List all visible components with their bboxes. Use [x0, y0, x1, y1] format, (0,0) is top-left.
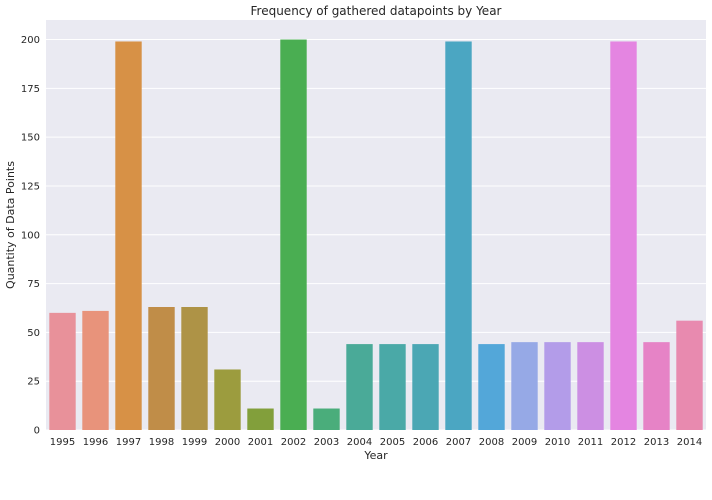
x-tick-label: 1996 [83, 437, 108, 448]
bar-1996 [82, 310, 109, 430]
bar-1995 [49, 312, 76, 430]
y-tick-label: 200 [21, 35, 40, 46]
x-tick-label: 1998 [149, 437, 174, 448]
x-tick-label: 2007 [446, 437, 471, 448]
x-tick-label: 2012 [611, 437, 636, 448]
y-tick-label: 150 [21, 133, 40, 144]
x-tick-label: 2008 [479, 437, 504, 448]
bar-2012 [610, 41, 637, 430]
x-tick-label: 2005 [380, 437, 405, 448]
x-tick-label: 2009 [512, 437, 537, 448]
x-tick-label: 2002 [281, 437, 306, 448]
bar-2002 [280, 39, 307, 431]
bar-2003 [313, 408, 340, 430]
bar-2001 [247, 408, 274, 430]
x-tick-label: 1997 [116, 437, 141, 448]
x-tick-label: 2006 [413, 437, 438, 448]
bar-2005 [379, 344, 406, 430]
bar-2011 [577, 342, 604, 430]
y-tick-label: 50 [27, 328, 40, 339]
bar-2013 [643, 342, 670, 430]
y-tick-label: 125 [21, 181, 40, 192]
x-axis-label: Year [363, 449, 388, 462]
x-tick-label: 2004 [347, 437, 372, 448]
chart-title: Frequency of gathered datapoints by Year [251, 4, 502, 18]
y-tick-label: 25 [27, 377, 40, 388]
y-tick-label: 0 [34, 426, 40, 437]
bar-2006 [412, 344, 439, 430]
x-tick-label: 2010 [545, 437, 570, 448]
x-tick-label: 2001 [248, 437, 273, 448]
bar-1999 [181, 307, 208, 430]
bar-2004 [346, 344, 373, 430]
y-tick-label: 175 [21, 84, 40, 95]
y-tick-label: 75 [27, 279, 40, 290]
bar-2009 [511, 342, 538, 430]
bar-2007 [445, 41, 472, 430]
bar-1997 [115, 41, 142, 430]
x-tick-label: 1999 [182, 437, 207, 448]
x-tick-label: 2011 [578, 437, 603, 448]
bar-2000 [214, 369, 241, 430]
bar-2008 [478, 344, 505, 430]
x-tick-label: 2013 [644, 437, 669, 448]
bar-2010 [544, 342, 571, 430]
x-tick-label: 2003 [314, 437, 339, 448]
x-tick-label: 1995 [50, 437, 75, 448]
bar-2014 [676, 320, 703, 430]
y-tick-label: 100 [21, 230, 40, 241]
x-tick-label: 2014 [677, 437, 702, 448]
x-tick-label: 2000 [215, 437, 240, 448]
bar-1998 [148, 307, 175, 430]
y-axis-label: Quantity of Data Points [4, 161, 17, 289]
plot-area [46, 20, 706, 430]
